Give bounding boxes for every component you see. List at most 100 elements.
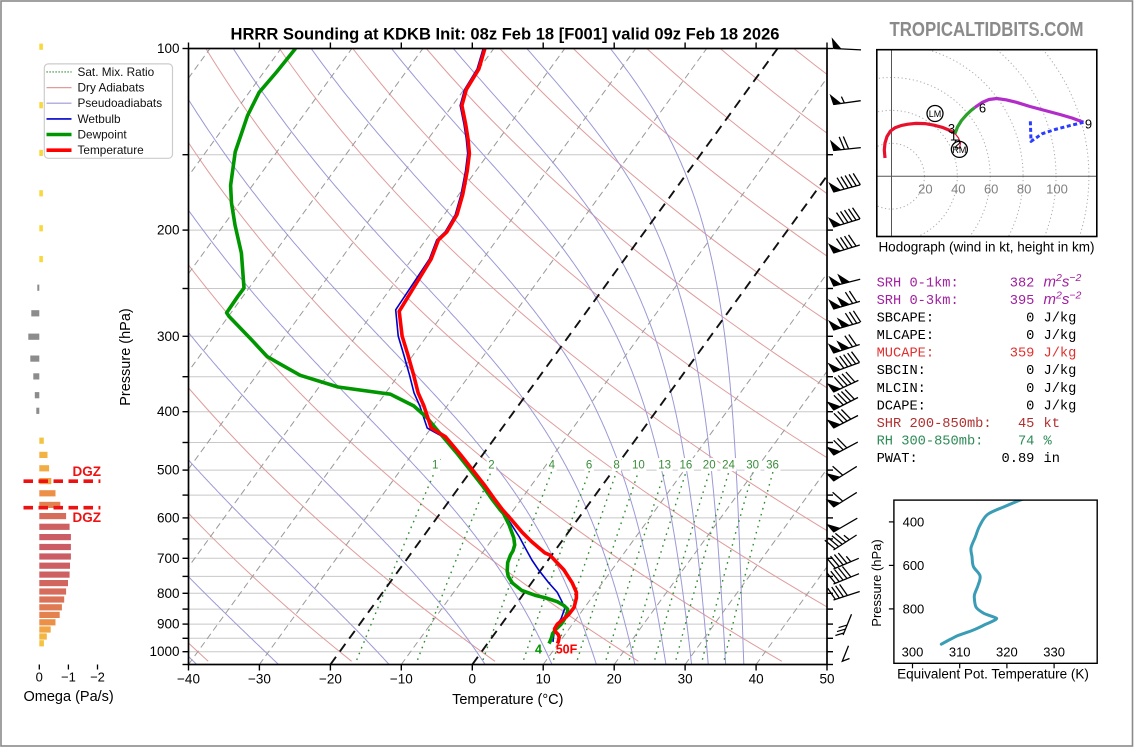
svg-text:0: 0 xyxy=(36,670,43,685)
svg-text:20: 20 xyxy=(918,182,932,197)
svg-text:PWAT:: PWAT: xyxy=(877,452,918,467)
svg-text:330: 330 xyxy=(1043,645,1065,660)
svg-text:2: 2 xyxy=(488,460,494,472)
svg-text:−40: −40 xyxy=(177,672,200,687)
svg-text:45: 45 xyxy=(1018,417,1034,432)
svg-text:50: 50 xyxy=(819,672,834,687)
svg-text:4: 4 xyxy=(549,460,556,472)
svg-text:500: 500 xyxy=(157,463,180,478)
svg-text:RM: RM xyxy=(952,145,966,155)
svg-text:Equivalent Pot. Temperature (K: Equivalent Pot. Temperature (K) xyxy=(897,667,1089,682)
svg-text:100: 100 xyxy=(157,41,180,56)
svg-text:10: 10 xyxy=(536,672,551,687)
svg-text:20: 20 xyxy=(607,672,622,687)
svg-text:Temperature: Temperature xyxy=(78,143,145,157)
svg-text:SBCAPE:: SBCAPE: xyxy=(877,312,935,327)
svg-text:74: 74 xyxy=(1018,435,1034,450)
svg-text:2: 2 xyxy=(954,137,961,152)
svg-text:MUCAPE:: MUCAPE: xyxy=(877,347,935,362)
svg-text:600: 600 xyxy=(903,558,925,573)
svg-text:4: 4 xyxy=(535,643,542,657)
svg-text:SRH 0-3km:: SRH 0-3km: xyxy=(877,294,959,309)
svg-text:Pseudoadiabats: Pseudoadiabats xyxy=(78,96,163,110)
svg-text:13: 13 xyxy=(658,460,671,472)
svg-text:359: 359 xyxy=(1010,347,1035,362)
svg-text:400: 400 xyxy=(157,404,180,419)
svg-text:%: % xyxy=(1044,435,1053,450)
svg-text:50F: 50F xyxy=(556,643,578,657)
svg-text:0.89: 0.89 xyxy=(1002,452,1035,467)
svg-text:382: 382 xyxy=(1010,276,1035,291)
svg-text:36: 36 xyxy=(766,460,779,472)
svg-text:310: 310 xyxy=(949,645,971,660)
svg-text:0: 0 xyxy=(1026,312,1034,327)
svg-text:Pressure (hPa): Pressure (hPa) xyxy=(118,308,134,406)
svg-text:TROPICALTIDBITS.COM: TROPICALTIDBITS.COM xyxy=(890,19,1084,41)
svg-text:J/kg: J/kg xyxy=(1044,382,1077,397)
svg-text:−2: −2 xyxy=(90,670,105,685)
svg-text:J/kg: J/kg xyxy=(1044,329,1077,344)
svg-text:16: 16 xyxy=(680,460,693,472)
svg-text:0: 0 xyxy=(469,672,477,687)
svg-text:6: 6 xyxy=(586,460,592,472)
svg-text:DGZ: DGZ xyxy=(73,510,102,525)
svg-text:3: 3 xyxy=(948,121,955,136)
svg-text:J/kg: J/kg xyxy=(1044,399,1077,414)
svg-text:LM: LM xyxy=(929,109,942,119)
svg-text:10: 10 xyxy=(632,460,645,472)
svg-text:Hodograph (wind in kt, height: Hodograph (wind in kt, height in km) xyxy=(878,240,1094,255)
svg-text:Dewpoint: Dewpoint xyxy=(78,128,128,142)
svg-text:MLCIN:: MLCIN: xyxy=(877,382,926,397)
svg-text:30: 30 xyxy=(678,672,693,687)
svg-text:0: 0 xyxy=(1026,399,1034,414)
svg-text:800: 800 xyxy=(157,586,180,601)
svg-text:600: 600 xyxy=(157,510,180,525)
svg-text:DCAPE:: DCAPE: xyxy=(877,399,926,414)
svg-text:−20: −20 xyxy=(319,672,342,687)
svg-text:−10: −10 xyxy=(390,672,413,687)
svg-text:Dry Adiabats: Dry Adiabats xyxy=(78,81,145,95)
svg-text:−30: −30 xyxy=(248,672,271,687)
svg-text:−1: −1 xyxy=(61,670,76,685)
svg-text:1000: 1000 xyxy=(149,644,179,659)
svg-text:60: 60 xyxy=(984,182,998,197)
svg-text:in: in xyxy=(1044,452,1060,467)
svg-text:6: 6 xyxy=(979,101,986,116)
svg-text:400: 400 xyxy=(903,515,925,530)
svg-text:395: 395 xyxy=(1010,294,1035,309)
svg-text:300: 300 xyxy=(157,329,180,344)
svg-text:SHR 200-850mb:: SHR 200-850mb: xyxy=(877,417,992,432)
svg-text:J/kg: J/kg xyxy=(1044,312,1077,327)
svg-text:30: 30 xyxy=(746,460,759,472)
svg-text:J/kg: J/kg xyxy=(1044,347,1077,362)
svg-text:J/kg: J/kg xyxy=(1044,364,1077,379)
svg-text:DGZ: DGZ xyxy=(73,464,102,479)
svg-text:9: 9 xyxy=(1085,117,1092,132)
svg-text:40: 40 xyxy=(749,672,764,687)
svg-text:SBCIN:: SBCIN: xyxy=(877,364,926,379)
svg-text:900: 900 xyxy=(157,617,180,632)
svg-text:40: 40 xyxy=(951,182,965,197)
svg-text:Temperature (°C): Temperature (°C) xyxy=(452,692,563,708)
svg-text:320: 320 xyxy=(996,645,1018,660)
svg-text:0: 0 xyxy=(1026,382,1034,397)
svg-text:0: 0 xyxy=(1026,364,1034,379)
svg-text:200: 200 xyxy=(157,223,180,238)
svg-text:300: 300 xyxy=(902,645,924,660)
svg-text:MLCAPE:: MLCAPE: xyxy=(877,329,935,344)
svg-text:Pressure (hPa): Pressure (hPa) xyxy=(869,539,884,626)
svg-text:80: 80 xyxy=(1017,182,1031,197)
svg-text:800: 800 xyxy=(903,602,925,617)
svg-text:700: 700 xyxy=(157,551,180,566)
svg-text:HRRR Sounding at KDKB Init: 08: HRRR Sounding at KDKB Init: 08z Feb 18 [… xyxy=(231,26,780,44)
svg-text:100: 100 xyxy=(1046,182,1068,197)
svg-text:Sat. Mix. Ratio: Sat. Mix. Ratio xyxy=(78,65,155,79)
svg-text:1: 1 xyxy=(432,460,438,472)
svg-text:SRH 0-1km:: SRH 0-1km: xyxy=(877,276,959,291)
svg-text:kt: kt xyxy=(1044,417,1060,432)
svg-text:1: 1 xyxy=(950,129,957,144)
svg-text:0: 0 xyxy=(1026,329,1034,344)
svg-text:RH 300-850mb:: RH 300-850mb: xyxy=(877,435,984,450)
svg-text:Wetbulb: Wetbulb xyxy=(78,112,122,126)
svg-text:Omega (Pa/s): Omega (Pa/s) xyxy=(24,689,114,705)
